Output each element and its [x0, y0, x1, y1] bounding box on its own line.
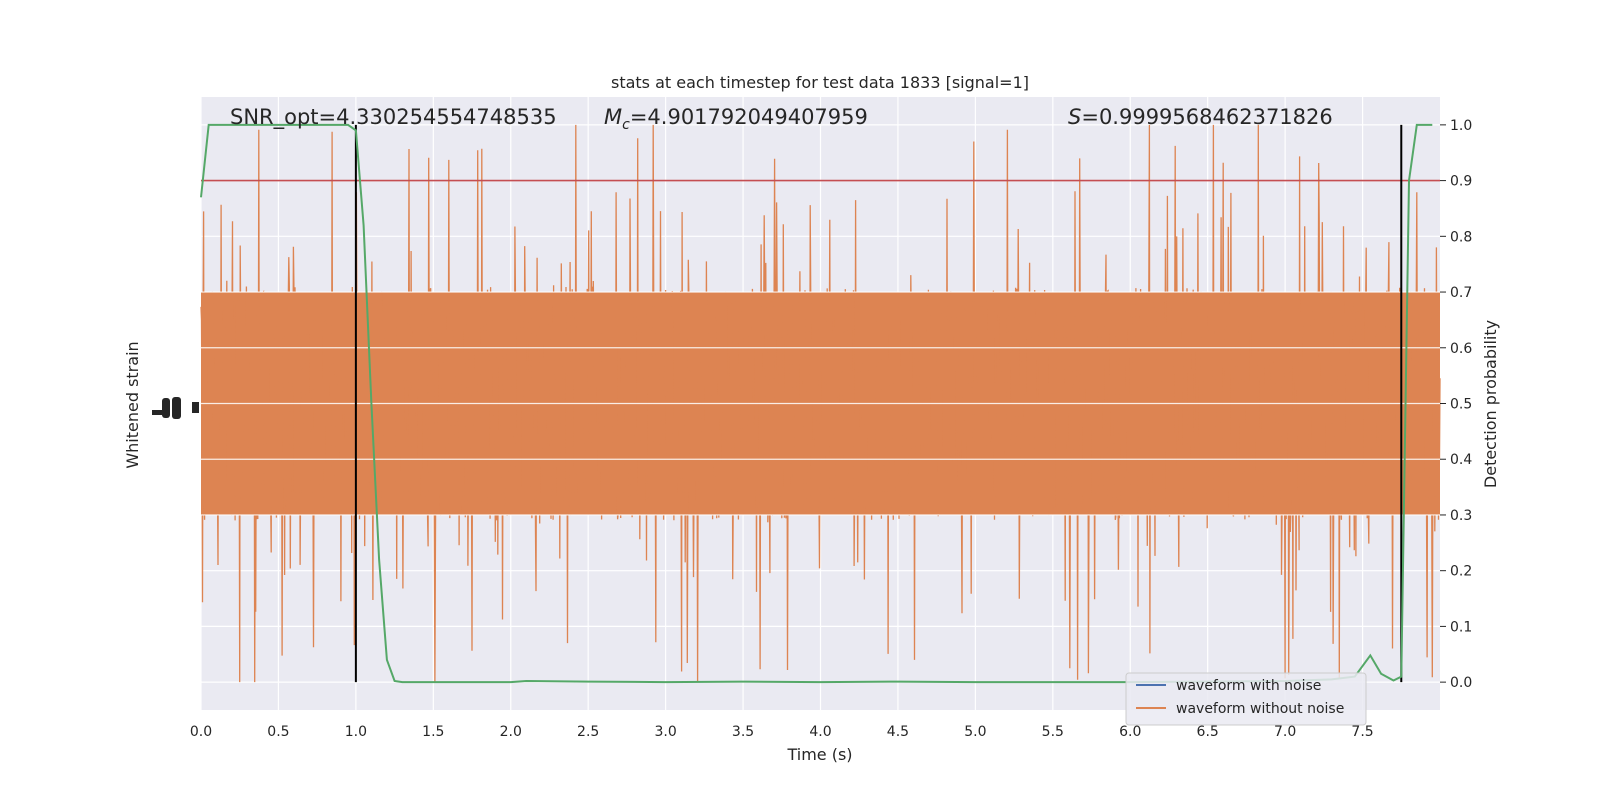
y-tick-label: 0.9	[1450, 174, 1472, 190]
x-tick-label: 5.5	[1042, 724, 1064, 740]
y-axis-label-left: Whitened strain	[123, 341, 142, 468]
legend-box	[1125, 672, 1367, 726]
left-axis-tick-cluster	[152, 397, 199, 419]
y-tick-label: 0.5	[1450, 397, 1472, 413]
y-tick-label: 0.3	[1450, 508, 1472, 524]
x-tick-label: 2.0	[500, 724, 522, 740]
chart-title: stats at each timestep for test data 183…	[611, 73, 1029, 92]
annotation-s: S=0.9999568462371826	[1068, 105, 1333, 129]
legend-label-without-noise: waveform without noise	[1176, 701, 1344, 717]
y-tick-label: 0.4	[1450, 452, 1472, 468]
x-tick-label: 6.5	[1197, 724, 1219, 740]
x-tick-label: 5.0	[964, 724, 986, 740]
x-tick-label: 3.0	[654, 724, 676, 740]
x-tick-label: 6.0	[1119, 724, 1141, 740]
x-axis-label: Time (s)	[786, 745, 852, 764]
y-tick-label: 0.7	[1450, 285, 1472, 301]
x-tick-label: 4.5	[887, 724, 909, 740]
annotation-mc: Mc=4.901792049407959	[604, 105, 868, 133]
x-tick-label: 4.0	[809, 724, 831, 740]
x-tick-label: 0.5	[267, 724, 289, 740]
y-tick-label: 0.8	[1450, 229, 1472, 245]
y-tick-label: 0.2	[1450, 564, 1472, 580]
detection-probability-line	[200, 123, 1433, 684]
x-tick-label: 7.0	[1274, 724, 1296, 740]
x-tick-label: 0.0	[190, 724, 212, 740]
series-waveform-without-noise	[200, 124, 1441, 683]
annotation-snr: SNR_opt=4.330254554748535	[230, 105, 557, 130]
x-tick-label: 1.0	[345, 724, 367, 740]
legend-label-with-noise: waveform with noise	[1176, 678, 1321, 694]
y-axis-label-right: Detection probability	[1481, 320, 1500, 488]
x-tick-label: 2.5	[577, 724, 599, 740]
y-tick-label: 0.0	[1450, 675, 1472, 691]
ticks: 0.0 0.5 1.0 1.5 2.0 2.5 3.0 3.5 4.0 4.5 5.0 5.5 6.0 6…	[190, 118, 1472, 740]
legend: waveform with noise waveform without noi…	[1125, 672, 1367, 726]
waveform-without-noise-line	[200, 124, 1441, 683]
overlay	[200, 123, 1440, 684]
y-tick-label: 0.1	[1450, 619, 1472, 635]
x-tick-label: 1.5	[422, 724, 444, 740]
y-tick-label: 1.0	[1450, 118, 1472, 134]
y-tick-label: 0.6	[1450, 341, 1472, 357]
x-tick-label: 3.5	[732, 724, 754, 740]
x-tick-label: 7.5	[1351, 724, 1373, 740]
